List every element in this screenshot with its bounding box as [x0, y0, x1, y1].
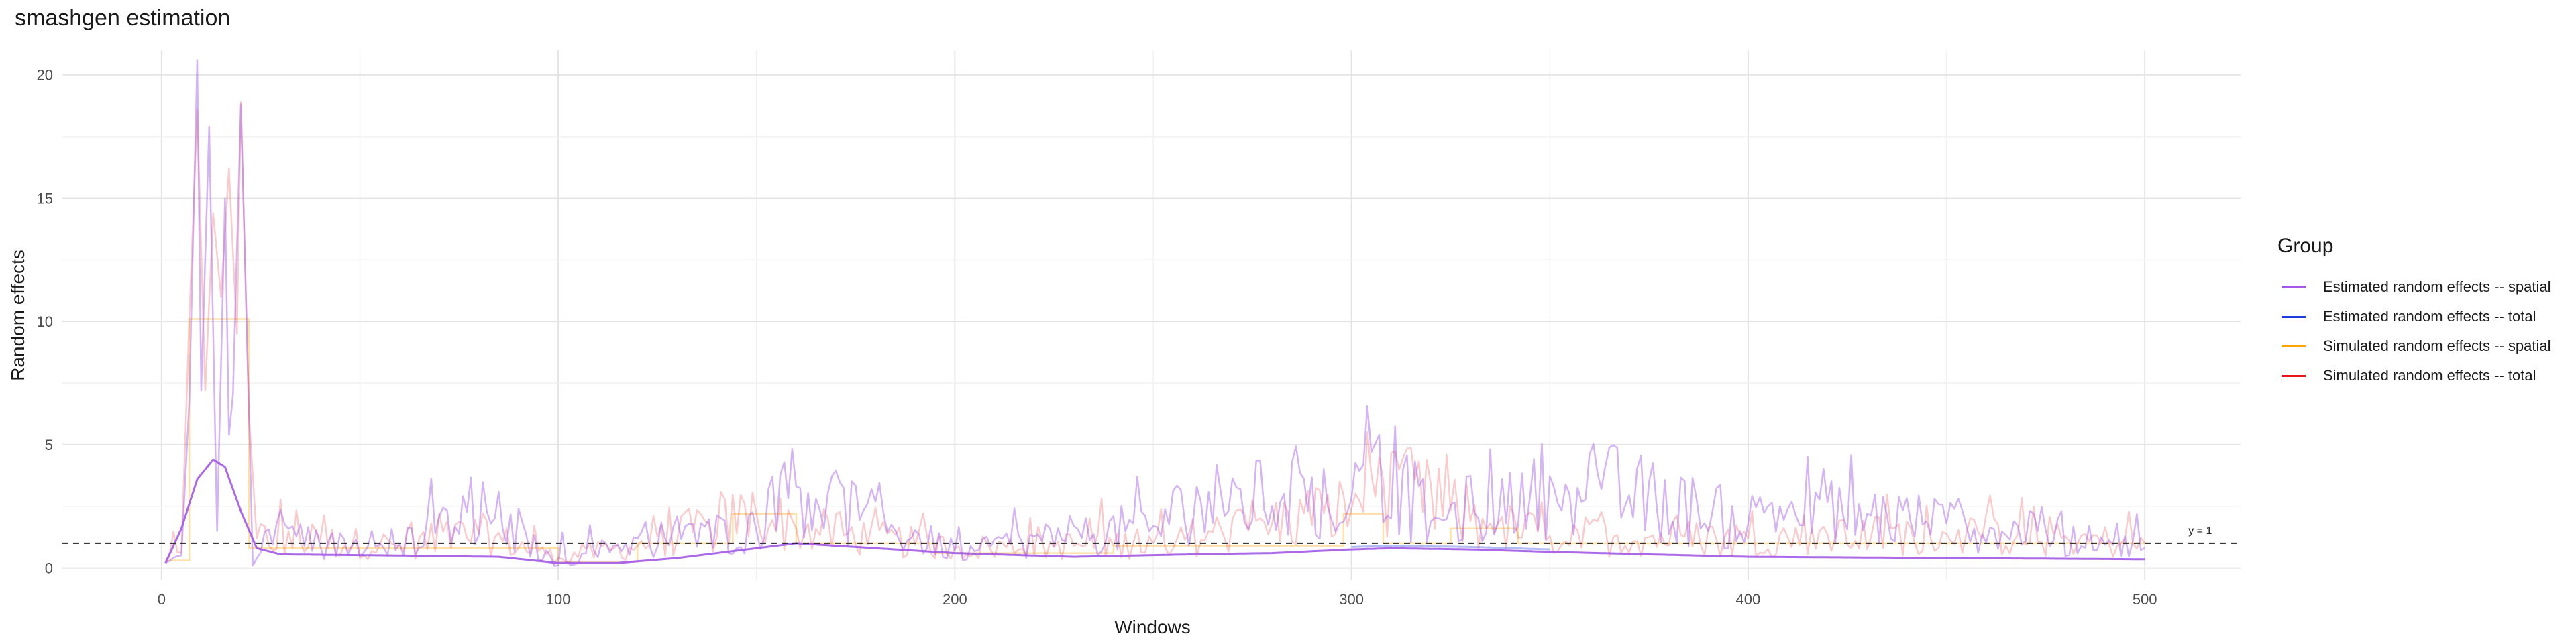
x-axis-title: Windows — [1114, 616, 1191, 637]
legend-key — [2282, 315, 2306, 318]
legend-item: Simulated random effects -- spatial — [2277, 331, 2551, 361]
legend-label: Estimated random effects -- spatial — [2323, 278, 2551, 295]
y-tick-label: 20 — [37, 67, 53, 84]
axis-ticks: 0 100 200 300 400 500 0 5 10 15 20 — [37, 67, 2157, 608]
legend-key — [2282, 374, 2306, 377]
legend-key — [2282, 345, 2306, 347]
y-tick-label: 10 — [37, 313, 53, 330]
x-tick-label: 400 — [1736, 591, 1761, 608]
x-tick-label: 100 — [546, 591, 571, 608]
chart-title: smashgen estimation — [15, 5, 231, 31]
x-tick-label: 200 — [943, 591, 967, 608]
legend: Group Estimated random effects -- spatia… — [2277, 235, 2551, 390]
y-tick-label: 15 — [37, 190, 53, 207]
reference-line: y = 1 — [62, 525, 2241, 544]
series-line-4 — [1351, 545, 1550, 551]
grid-lines — [62, 50, 2241, 580]
legend-item: Simulated random effects -- total — [2277, 361, 2551, 390]
legend-label: Simulated random effects -- total — [2323, 367, 2536, 384]
chart-plot: y = 1 0 100 200 300 400 500 0 5 10 15 20 Windows R… — [7, 50, 2241, 637]
series-lines — [164, 59, 2146, 567]
x-tick-label: 500 — [2133, 591, 2157, 608]
legend-label: Simulated random effects -- spatial — [2323, 337, 2551, 354]
legend-item: Estimated random effects -- spatial — [2277, 272, 2551, 302]
legend-title: Group — [2277, 235, 2334, 257]
x-tick-label: 300 — [1339, 591, 1364, 608]
series-line-2 — [165, 59, 2145, 567]
legend-item: Estimated random effects -- total — [2277, 302, 2551, 331]
legend-label: Estimated random effects -- total — [2323, 308, 2536, 325]
series-line-1 — [164, 101, 2146, 565]
legend-key — [2282, 286, 2306, 288]
y-tick-label: 5 — [45, 437, 53, 453]
series-line-3 — [164, 458, 2145, 564]
y-axis-title: Random effects — [7, 250, 28, 381]
y-tick-label: 0 — [45, 560, 53, 577]
x-tick-label: 0 — [158, 591, 166, 608]
hline-label: y = 1 — [2188, 525, 2212, 537]
